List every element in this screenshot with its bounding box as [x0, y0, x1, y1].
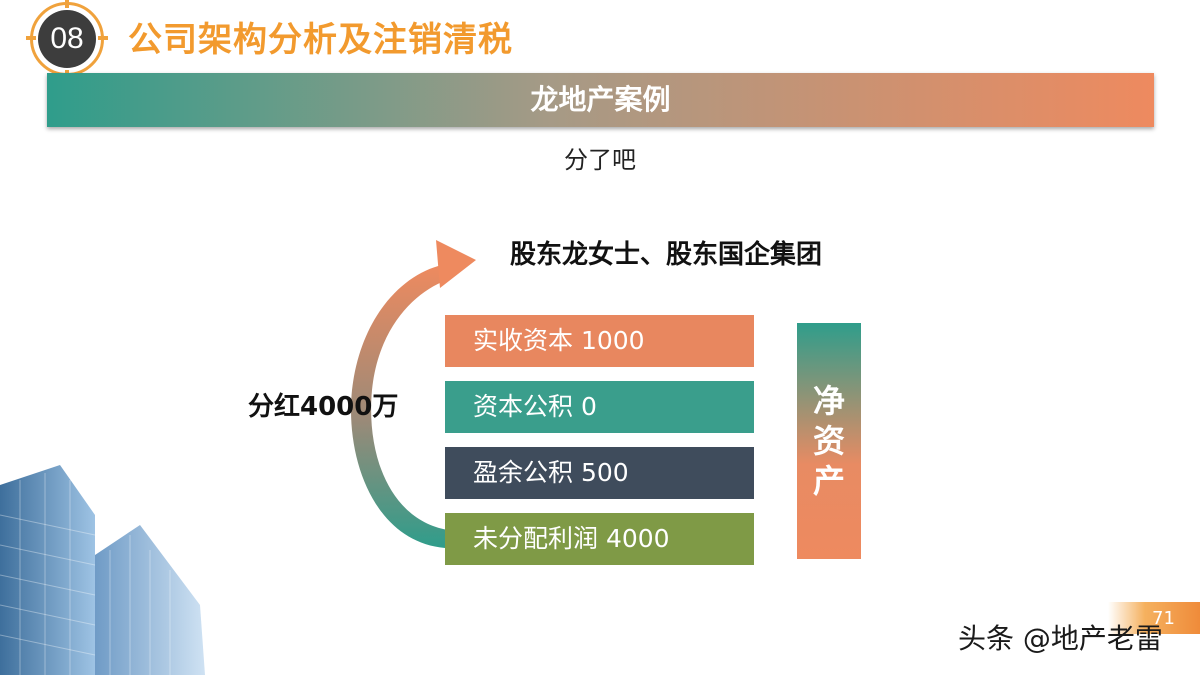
- badge-tick: [26, 36, 36, 40]
- arrow-body: [351, 265, 448, 548]
- paid-in-capital-box: 实收资本 1000: [445, 315, 754, 367]
- net-assets-char: 产: [812, 462, 845, 500]
- badge-tick: [98, 36, 108, 40]
- buildings-illustration: [0, 465, 205, 675]
- dividend-label: 分红4000万: [248, 392, 399, 422]
- page-title: 公司架构分析及注销清税: [128, 20, 513, 60]
- undistributed-profit-box: 未分配利润 4000: [445, 513, 754, 565]
- net-assets-bar: 净 资 产: [797, 323, 861, 559]
- dividend-arrow: [351, 240, 476, 548]
- net-assets-char: 净: [812, 382, 845, 420]
- shareholders-label: 股东龙女士、股东国企集团: [510, 240, 823, 270]
- watermark: 头条 @地产老雷: [958, 622, 1163, 655]
- capital-reserve-box: 资本公积 0: [445, 381, 754, 433]
- net-assets-char: 资: [812, 422, 845, 460]
- badge-tick: [65, 0, 69, 8]
- subtitle: 分了吧: [564, 146, 636, 174]
- section-number-badge: 08: [38, 10, 96, 68]
- page-number-bg: [1108, 602, 1200, 634]
- banner-title: 龙地产案例: [530, 83, 671, 116]
- section-banner: 龙地产案例: [47, 73, 1154, 127]
- arrow-head: [436, 240, 476, 288]
- page-number: 71: [1152, 608, 1175, 629]
- surplus-reserve-box: 盈余公积 500: [445, 447, 754, 499]
